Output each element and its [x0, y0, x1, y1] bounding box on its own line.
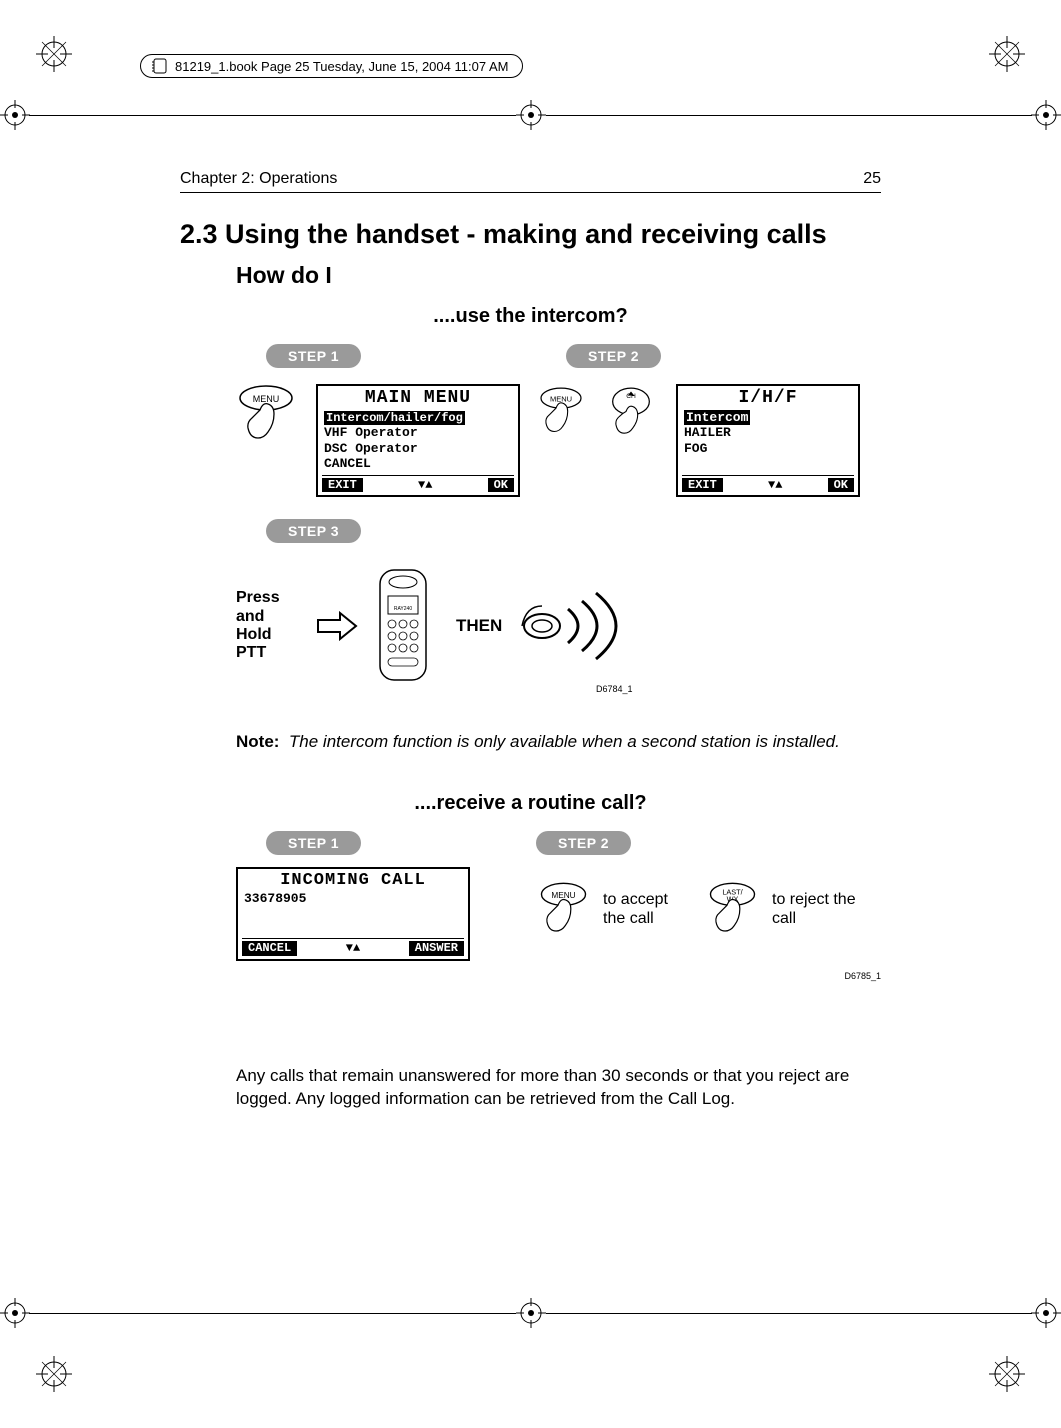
- arrow-right-icon: [316, 611, 358, 641]
- softkey-arrows: ▼▲: [418, 478, 432, 492]
- lcd-main-menu: MAIN MENU Intercom/hailer/fog VHF Operat…: [316, 384, 520, 497]
- book-tag-text: 81219_1.book Page 25 Tuesday, June 15, 2…: [175, 59, 508, 74]
- step-pill: STEP 1: [266, 831, 361, 855]
- figure-routine-call: STEP 1 INCOMING CALL 33678905 CANCEL ▼▲ …: [236, 831, 881, 1031]
- hand-press-icon: LAST/ WX: [705, 879, 760, 939]
- page: 81219_1.book Page 25 Tuesday, June 15, 2…: [0, 0, 1061, 1428]
- lcd-title: INCOMING CALL: [238, 869, 468, 891]
- content-area: Chapter 2: Operations 25 2.3 Using the h…: [180, 170, 881, 1111]
- handset-icon: RAY240: [368, 566, 438, 686]
- hand-press-icon: MENU: [536, 879, 591, 939]
- step-pill: STEP 3: [266, 519, 361, 543]
- question-routine: ....receive a routine call?: [180, 792, 881, 815]
- note-line: Note: The intercom function is only avai…: [236, 732, 881, 752]
- softkey-right: ANSWER: [409, 941, 464, 955]
- section-title: 2.3 Using the handset - making and recei…: [180, 219, 881, 250]
- caller-number: 33678905: [244, 891, 306, 906]
- hand-press-icon: MENU: [536, 384, 586, 439]
- lcd-line: DSC Operator: [324, 441, 418, 456]
- speak-icon: [520, 591, 630, 661]
- lcd-line: HAILER: [684, 425, 731, 440]
- figure-ref: D6785_1: [844, 971, 881, 981]
- svg-text:MENU: MENU: [551, 891, 575, 900]
- note-label: Note:: [236, 732, 279, 751]
- button-label: MENU: [253, 394, 280, 404]
- step-pill: STEP 1: [266, 344, 361, 368]
- softkey-right: OK: [488, 478, 514, 492]
- registration-mark-icon: [516, 100, 546, 130]
- softkey-right: OK: [828, 478, 854, 492]
- step-pill: STEP 2: [566, 344, 661, 368]
- svg-text:MENU: MENU: [550, 395, 572, 404]
- crop-mark-icon: [32, 32, 76, 76]
- reject-call-text: to reject the call: [772, 890, 862, 928]
- registration-mark-icon: [1031, 1298, 1061, 1328]
- hand-press-icon: MENU: [236, 384, 296, 444]
- book-tag: 81219_1.book Page 25 Tuesday, June 15, 2…: [140, 54, 523, 78]
- registration-mark-icon: [1031, 100, 1061, 130]
- lcd-title: I/H/F: [678, 386, 858, 410]
- crop-mark-icon: [32, 1352, 76, 1396]
- softkey-left: EXIT: [322, 478, 363, 492]
- registration-bar-bottom: [0, 1298, 1061, 1328]
- subsection-title: How do I: [236, 262, 881, 289]
- lcd-line: CANCEL: [324, 456, 371, 471]
- lcd-highlight: Intercom/hailer/fog: [324, 411, 465, 425]
- lcd-incoming-call: INCOMING CALL 33678905 CANCEL ▼▲ ANSWER: [236, 867, 470, 961]
- hand-press-icon: CH: [606, 384, 656, 439]
- registration-mark-icon: [0, 1298, 30, 1328]
- chapter-label: Chapter 2: Operations: [180, 170, 337, 188]
- accept-call-text: to accept the call: [603, 890, 693, 928]
- lcd-ihf: I/H/F Intercom HAILER FOG EXIT ▼▲ OK: [676, 384, 860, 497]
- svg-text:RAY240: RAY240: [394, 606, 412, 612]
- page-number: 25: [863, 170, 881, 188]
- lcd-title: MAIN MENU: [318, 386, 518, 410]
- registration-mark-icon: [0, 100, 30, 130]
- figure-intercom: STEP 1 MENU MAIN MENU Intercom/hailer/fo…: [236, 344, 881, 714]
- lcd-line: FOG: [684, 441, 707, 456]
- step-pill: STEP 2: [536, 831, 631, 855]
- softkey-left: EXIT: [682, 478, 723, 492]
- crop-mark-icon: [985, 1352, 1029, 1396]
- softkey-arrows: ▼▲: [768, 478, 782, 492]
- question-intercom: ....use the intercom?: [180, 305, 881, 328]
- softkey-left: CANCEL: [242, 941, 297, 955]
- running-head: Chapter 2: Operations 25: [180, 170, 881, 193]
- book-icon: [151, 57, 169, 75]
- figure-ref: D6784_1: [596, 684, 633, 694]
- registration-bar-top: [0, 100, 1061, 130]
- then-label: THEN: [456, 616, 502, 636]
- body-paragraph: Any calls that remain unanswered for mor…: [236, 1065, 876, 1111]
- softkey-arrows: ▼▲: [346, 941, 360, 955]
- note-text: The intercom function is only available …: [289, 732, 840, 751]
- press-hold-label: Press and Hold PTT: [236, 589, 306, 663]
- lcd-highlight: Intercom: [684, 410, 750, 426]
- lcd-line: VHF Operator: [324, 425, 418, 440]
- registration-mark-icon: [516, 1298, 546, 1328]
- crop-mark-icon: [985, 32, 1029, 76]
